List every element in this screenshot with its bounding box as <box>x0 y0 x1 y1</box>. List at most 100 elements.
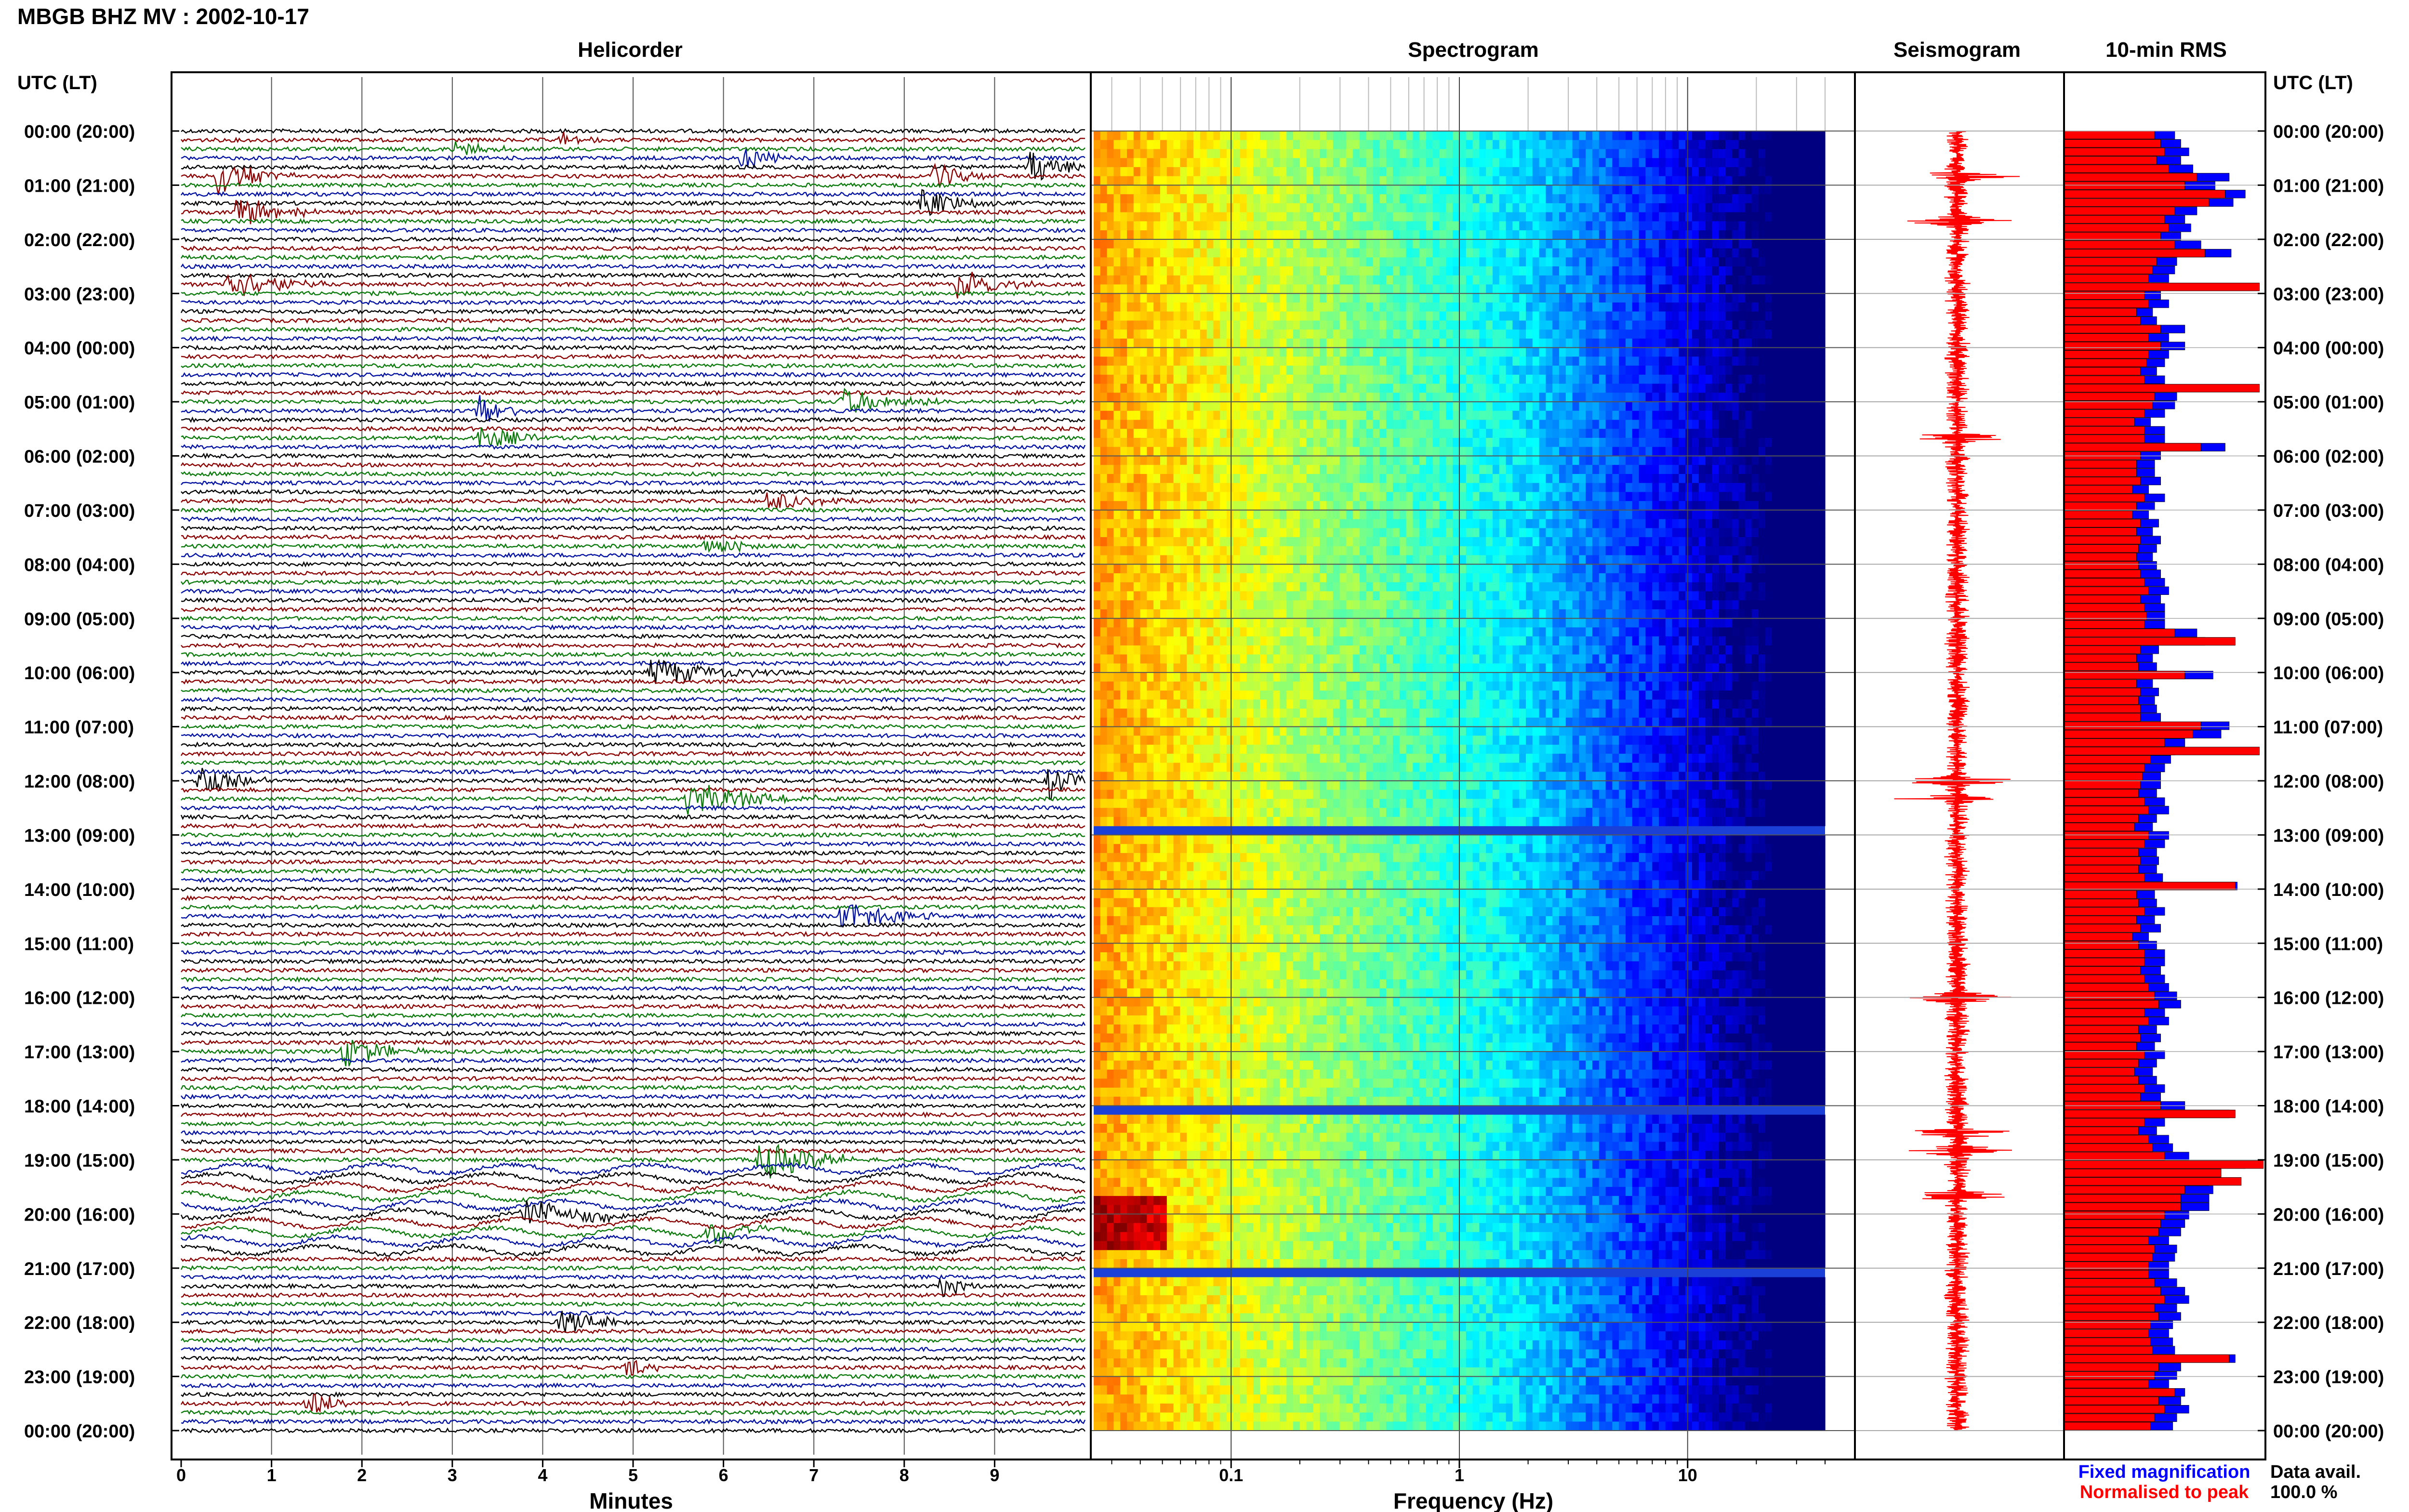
spectrogram-cell <box>1127 158 1134 168</box>
spectrogram-cell <box>1153 140 1161 149</box>
helicorder-trace <box>181 658 1086 684</box>
spectrogram-cell <box>1539 393 1546 402</box>
spectrogram-cell <box>1133 230 1141 240</box>
spectrogram-cell <box>1798 320 1806 330</box>
spectrogram-cell <box>1240 420 1247 429</box>
spectrogram-cell <box>1273 185 1280 195</box>
spectrogram-cell <box>1393 447 1400 457</box>
spectrogram-cell <box>1293 456 1300 465</box>
spectrogram-cell <box>1486 501 1493 511</box>
spectrogram-cell <box>1147 519 1154 528</box>
spectrogram-cell <box>1147 176 1154 185</box>
spectrogram-cell <box>1459 402 1467 411</box>
spectrogram-cell <box>1127 176 1134 185</box>
helicorder-trace <box>181 371 1085 378</box>
helicorder-trace <box>181 633 1085 640</box>
spectrogram-cell <box>1705 429 1712 438</box>
spectrogram-cell <box>1432 383 1440 393</box>
spectrogram-cell <box>1579 338 1586 348</box>
spectrogram-cell <box>1360 203 1367 213</box>
spectrogram-cell <box>1612 221 1619 231</box>
spectrogram-cell <box>1579 501 1586 511</box>
spectrogram-cell <box>1792 447 1799 457</box>
spectrogram-cell <box>1426 383 1433 393</box>
spectrogram-cell <box>1213 410 1220 421</box>
spectrogram-cell <box>1778 140 1786 149</box>
spectrogram-cell <box>1592 456 1600 465</box>
spectrogram-cell <box>1572 366 1579 375</box>
spectrogram-cell <box>1432 311 1440 321</box>
spectrogram-cell <box>1565 519 1573 528</box>
spectrogram-cell <box>1453 212 1460 222</box>
spectrogram-cell <box>1206 140 1214 149</box>
spectrogram-cell <box>1559 402 1566 411</box>
spectrogram-cell <box>1479 383 1486 393</box>
spectrogram-cell <box>1785 275 1792 285</box>
spectrogram-cell <box>1812 447 1819 457</box>
spectrogram-cell <box>1539 158 1546 168</box>
spectrogram-cell <box>1605 402 1613 411</box>
spectrogram-cell <box>1759 293 1766 303</box>
spectrogram-cell <box>1512 239 1520 249</box>
spectrogram-cell <box>1379 474 1387 484</box>
spectrogram-cell <box>1692 230 1699 240</box>
spectrogram-cell <box>1413 311 1420 321</box>
spectrogram-cell <box>1778 185 1786 195</box>
spectrogram-cell <box>1679 167 1686 177</box>
spectrogram-cell <box>1133 167 1141 177</box>
spectrogram-cell <box>1732 393 1739 402</box>
spectrogram-cell <box>1599 266 1606 276</box>
spectrogram-cell <box>1266 465 1274 474</box>
spectrogram-cell <box>1599 374 1606 384</box>
spectrogram-cell <box>1266 185 1274 195</box>
spectrogram-cell <box>1439 447 1446 457</box>
spectrogram-cell <box>1705 149 1712 158</box>
spectrogram-cell <box>1253 131 1260 141</box>
spectrogram-cell <box>1406 519 1413 528</box>
spectrogram-cell <box>1227 338 1234 348</box>
spectrogram-cell <box>1306 212 1313 222</box>
spectrogram-cell <box>1619 366 1626 375</box>
spectrogram-cell <box>1413 329 1420 339</box>
spectrogram-cell <box>1812 383 1819 393</box>
spectrogram-cell <box>1326 140 1334 149</box>
spectrogram-cell <box>1113 176 1121 185</box>
spectrogram-cell <box>1526 456 1533 465</box>
spectrogram-cell <box>1313 203 1320 213</box>
spectrogram-cell <box>1792 492 1799 501</box>
spectrogram-cell <box>1360 519 1367 528</box>
spectrogram-cell <box>1406 420 1413 429</box>
spectrogram-cell <box>1253 383 1260 393</box>
spectrogram-cell <box>1286 410 1294 421</box>
spectrogram-cell <box>1373 257 1380 267</box>
spectrogram-cell <box>1659 194 1666 204</box>
spectrogram-cell <box>1266 456 1274 465</box>
spectrogram-cell <box>1499 447 1507 457</box>
spectrogram-cell <box>1339 483 1347 492</box>
spectrogram-cell <box>1692 492 1699 501</box>
spectrogram-cell <box>1127 302 1134 312</box>
spectrogram-cell <box>1293 158 1300 168</box>
spectrogram-cell <box>1426 347 1433 357</box>
spectrogram-cell <box>1193 239 1201 249</box>
spectrogram-cell <box>1605 483 1613 492</box>
spectrogram-cell <box>1632 429 1640 438</box>
spectrogram-cell <box>1493 203 1500 213</box>
spectrogram-cell <box>1712 140 1719 149</box>
spectrogram-cell <box>1698 347 1706 357</box>
spectrogram-cell <box>1798 456 1806 465</box>
spectrogram-cell <box>1453 492 1460 501</box>
spectrogram-cell <box>1326 230 1334 240</box>
spectrogram-cell <box>1619 185 1626 195</box>
spectrogram-cell <box>1133 410 1141 421</box>
spectrogram-cell <box>1732 465 1739 474</box>
spectrogram-cell <box>1719 347 1726 357</box>
spectrogram-cell <box>1519 465 1526 474</box>
spectrogram-cell <box>1432 429 1440 438</box>
spectrogram-cell <box>1765 293 1773 303</box>
spectrogram-cell <box>1293 230 1300 240</box>
spectrogram-cell <box>1246 510 1254 520</box>
spectrogram-cell <box>1772 230 1779 240</box>
spectrogram-cell <box>1466 456 1473 465</box>
spectrogram-cell <box>1552 374 1560 384</box>
